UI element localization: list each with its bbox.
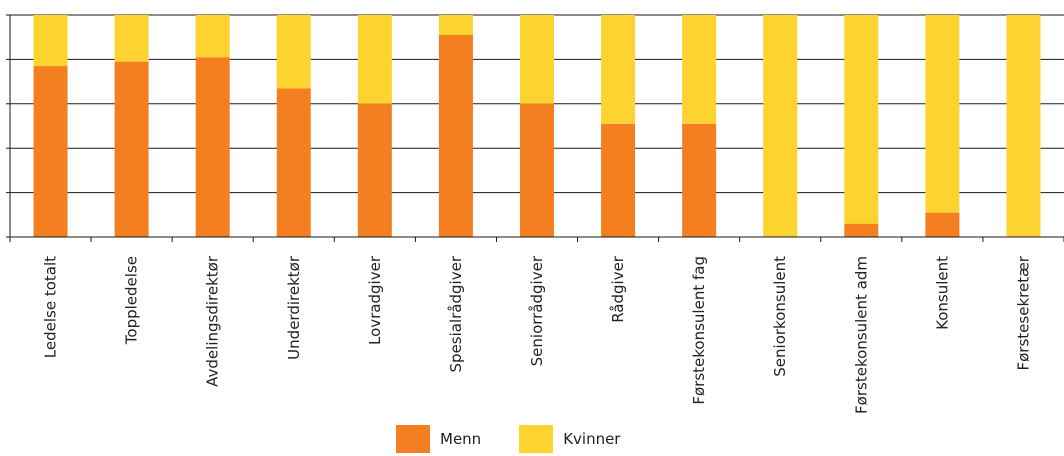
bar-kvinner bbox=[844, 15, 879, 224]
legend-label-kvinner: Kvinner bbox=[563, 430, 621, 448]
bar-menn bbox=[925, 212, 960, 237]
x-axis bbox=[6, 14, 1064, 242]
bar-menn bbox=[682, 123, 717, 237]
legend-swatch-menn bbox=[396, 425, 430, 453]
category-label: Avdelingsdirektør bbox=[204, 255, 222, 387]
bar-kvinner bbox=[357, 15, 392, 104]
bar-kvinner bbox=[682, 15, 717, 124]
bar-kvinner bbox=[276, 15, 311, 89]
legend-item-kvinner: Kvinner bbox=[519, 425, 620, 453]
legend-label-menn: Menn bbox=[440, 430, 482, 448]
bar-menn bbox=[33, 66, 68, 237]
category-label: Seniorrådgiver bbox=[528, 255, 546, 366]
bar-kvinner bbox=[520, 15, 554, 104]
legend-swatch-kvinner bbox=[519, 425, 554, 453]
bar-menn bbox=[114, 61, 149, 238]
bar-menn bbox=[438, 34, 473, 238]
legend-item-menn: Menn bbox=[396, 425, 481, 453]
category-label: Ledelse totalt bbox=[42, 256, 60, 358]
bar-kvinner bbox=[601, 15, 636, 124]
bar-kvinner bbox=[1006, 15, 1041, 237]
category-label: Underdirektør bbox=[285, 255, 303, 360]
bar-menn bbox=[601, 123, 636, 237]
category-label: Førstekonsulent fag bbox=[690, 256, 708, 405]
bar-kvinner bbox=[33, 15, 68, 67]
category-label: Konsulent bbox=[933, 256, 951, 330]
bar-menn bbox=[520, 103, 554, 237]
category-labels: Ledelse totalt Toppledelse Avdelingsdirekt… bbox=[42, 255, 1033, 414]
category-label: Førstesekretær bbox=[1014, 255, 1032, 370]
bar-kvinner bbox=[925, 15, 960, 213]
legend: Menn Kvinner bbox=[396, 425, 620, 453]
bar-kvinner bbox=[114, 15, 149, 62]
bar-menn bbox=[844, 223, 879, 237]
bar-kvinner bbox=[195, 15, 230, 58]
category-label: Førstekonsulent adm bbox=[852, 256, 870, 414]
bar-menn bbox=[357, 103, 392, 237]
bar-menn bbox=[195, 57, 230, 238]
bars bbox=[33, 15, 1041, 238]
category-label: Lovradgiver bbox=[366, 255, 384, 345]
category-label: Seniorkonsulent bbox=[771, 256, 789, 377]
category-label: Spesialrådgiver bbox=[447, 255, 465, 372]
category-label: Toppledelse bbox=[123, 256, 141, 345]
category-label: Rådgiver bbox=[609, 255, 627, 323]
bar-menn bbox=[276, 88, 311, 237]
bar-kvinner bbox=[763, 15, 798, 237]
bar-kvinner bbox=[438, 15, 473, 35]
